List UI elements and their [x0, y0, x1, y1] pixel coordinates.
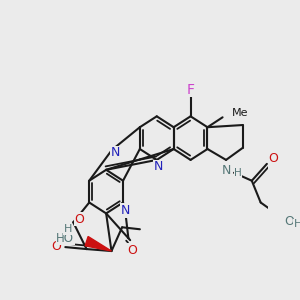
Text: Me: Me — [232, 108, 249, 118]
Polygon shape — [85, 236, 112, 251]
Text: N: N — [154, 160, 163, 173]
Text: H: H — [293, 219, 300, 229]
Text: N: N — [121, 204, 130, 217]
Text: HO: HO — [56, 232, 74, 245]
Text: N: N — [222, 164, 232, 177]
Text: O: O — [268, 152, 278, 165]
Text: O: O — [74, 213, 84, 226]
Text: O: O — [127, 244, 137, 256]
Text: N: N — [111, 146, 120, 160]
Text: H: H — [64, 224, 72, 234]
Text: H: H — [234, 168, 242, 178]
Text: F: F — [187, 82, 195, 97]
Text: O: O — [52, 240, 61, 253]
Text: O: O — [285, 215, 295, 228]
